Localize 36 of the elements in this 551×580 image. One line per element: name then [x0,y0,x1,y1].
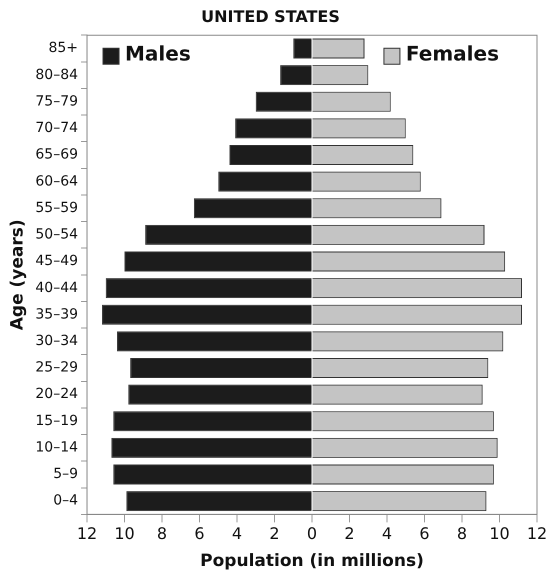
y-tick-label: 20–24 [35,386,78,402]
y-tick-label: 30–34 [35,332,78,349]
legend-label: Females [406,41,499,66]
y-tick-label: 35–39 [35,306,78,322]
x-tick-label: 10 [489,524,510,544]
y-tick-label: 75–79 [35,93,78,110]
x-axis-title: Population (in millions) [200,551,424,572]
y-tick-label: 0–4 [53,492,78,509]
y-tick-label: 85+ [48,40,78,56]
x-tick-label: 4 [382,524,392,544]
legend-label: Males [125,41,191,66]
y-tick-label: 45–49 [35,253,78,270]
x-tick-label: 12 [526,524,548,544]
y-tick-label: 15–19 [35,412,78,429]
y-tick-label: 80–84 [35,66,78,83]
y-tick-label: 5–9 [53,466,78,482]
y-tick-label: 55–59 [35,200,78,216]
x-tick-label: 8 [156,524,168,544]
x-tick-label: 8 [456,524,468,544]
y-tick-label: 10–14 [35,439,78,456]
x-tick-label: 2 [344,524,355,544]
x-tick-label: 10 [114,524,135,544]
y-tick-label: 25–29 [35,360,78,376]
x-tick-label: 4 [232,524,242,544]
y-tick-label: 65–69 [35,146,78,163]
y-tick-label: 40–44 [35,280,78,296]
x-tick-label: 12 [76,524,98,544]
chart-title: UNITED STATES [201,6,340,26]
x-tick-label: 6 [419,524,430,544]
y-tick-label: 60–64 [35,173,78,190]
y-tick-label: 50–54 [35,226,78,243]
y-tick-label: 70–74 [35,120,78,136]
x-tick-label: 2 [269,524,280,544]
x-tick-label: 6 [194,524,205,544]
x-tick-label: 0 [306,524,318,544]
y-axis-title: Age (years) [8,219,28,330]
